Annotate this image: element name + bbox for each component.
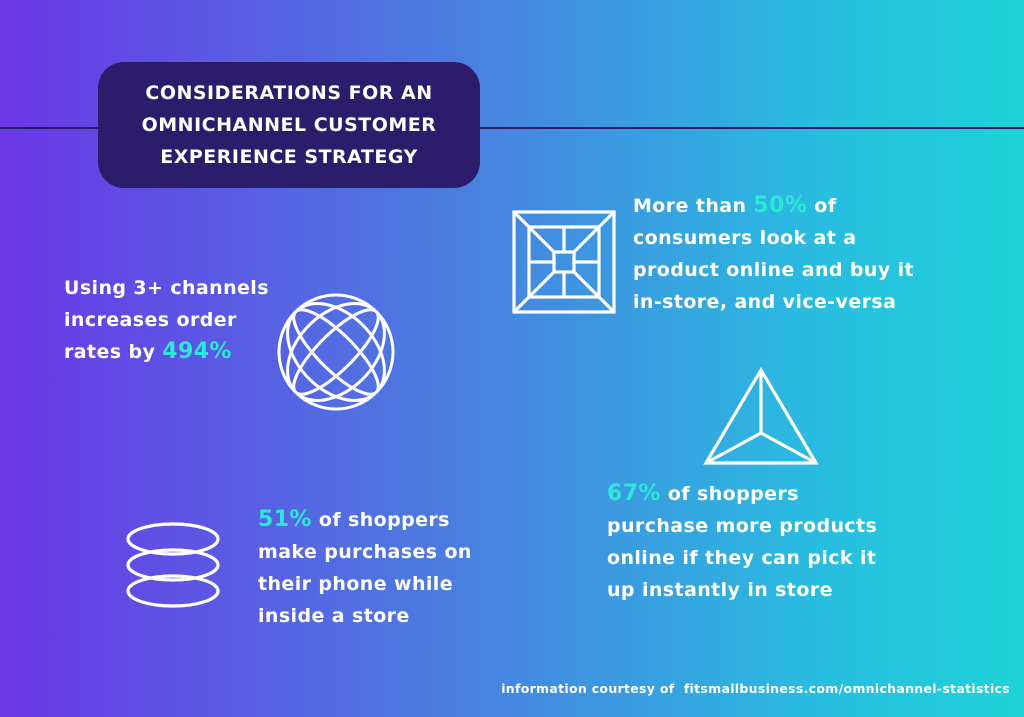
footer-prefix: information courtesy of: [501, 681, 675, 696]
stacked-rings-icon: [126, 522, 220, 608]
footer-credit: information courtesy of fitsmallbusiness…: [501, 681, 1010, 696]
page-title: CONSIDERATIONS FOR AN OMNICHANNEL CUSTOM…: [141, 82, 437, 168]
stat-pickup-post: of shoppers purchase more products onlin…: [607, 483, 878, 601]
stat-phone: 51% of shoppers make purchases on their …: [258, 504, 472, 632]
square-pyramid-icon: [512, 210, 616, 314]
stat-consumers: More than 50% of consumers look at a pro…: [633, 190, 914, 318]
stat-consumers-highlight: 50%: [753, 193, 808, 218]
globe-wireframe-icon: [277, 293, 395, 411]
header-divider: [0, 127, 1024, 129]
title-box: CONSIDERATIONS FOR AN OMNICHANNEL CUSTOM…: [98, 62, 480, 188]
stat-consumers-post: of consumers look at a product online an…: [633, 195, 915, 313]
footer-source-link[interactable]: fitsmallbusiness.com/omnichannel-statist…: [683, 681, 1010, 696]
stat-channels-pre: Using 3+ channels increases order rates …: [64, 277, 269, 363]
stat-phone-post: of shoppers make purchases on their phon…: [258, 509, 472, 627]
stat-channels: Using 3+ channels increases order rates …: [64, 272, 269, 368]
stat-channels-highlight: 494%: [162, 339, 232, 364]
stat-pickup: 67% of shoppers purchase more products o…: [607, 478, 877, 606]
stat-consumers-pre: More than: [633, 195, 754, 217]
stat-phone-highlight: 51%: [258, 507, 312, 532]
triangle-pyramid-icon: [703, 367, 819, 465]
stat-pickup-highlight: 67%: [607, 481, 661, 506]
